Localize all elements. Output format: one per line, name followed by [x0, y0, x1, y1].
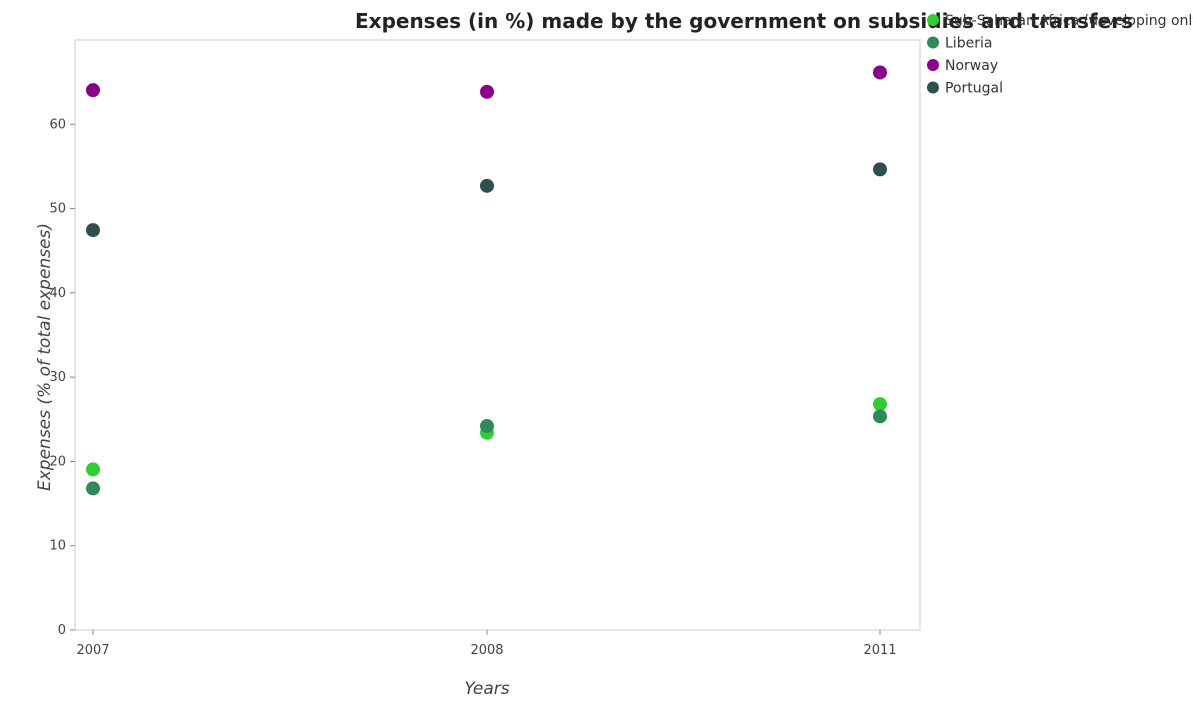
- data-point: [480, 178, 494, 193]
- data-point: [480, 419, 494, 434]
- x-axis-label: Years: [464, 679, 509, 699]
- y-tick-label: 60: [49, 117, 66, 132]
- data-point: [873, 397, 887, 412]
- data-point: [86, 462, 100, 477]
- x-tick-label: 2007: [76, 643, 109, 658]
- y-axis-label: Expenses (% of total expenses): [35, 223, 55, 491]
- data-point: [480, 84, 494, 99]
- data-point: [873, 409, 887, 424]
- legend-marker: [927, 14, 939, 26]
- y-tick-label: 30: [49, 370, 66, 385]
- y-tick-label: 10: [49, 539, 66, 554]
- y-tick-label: 50: [49, 202, 66, 217]
- legend-label: Portugal: [945, 81, 1003, 97]
- x-tick-label: 2011: [863, 643, 896, 658]
- data-point: [86, 481, 100, 496]
- chart-title: Expenses (in %) made by the government o…: [355, 9, 1133, 33]
- data-point: [873, 162, 887, 177]
- data-point: [86, 83, 100, 98]
- y-tick-label: 40: [49, 286, 66, 301]
- x-tick-label: 2008: [470, 643, 503, 658]
- plot-area-frame: [74, 39, 921, 631]
- y-tick-label: 20: [49, 454, 66, 469]
- legend-marker: [927, 36, 939, 49]
- legend-marker: [927, 81, 939, 94]
- legend-label: Norway: [945, 58, 998, 74]
- y-tick-label: 0: [58, 623, 66, 638]
- legend-label: Sub-Saharan Africa (developing only): [945, 13, 1193, 29]
- data-point: [873, 65, 887, 80]
- legend-label: Liberia: [945, 36, 992, 52]
- legend-marker: [927, 59, 939, 71]
- data-point: [86, 223, 100, 238]
